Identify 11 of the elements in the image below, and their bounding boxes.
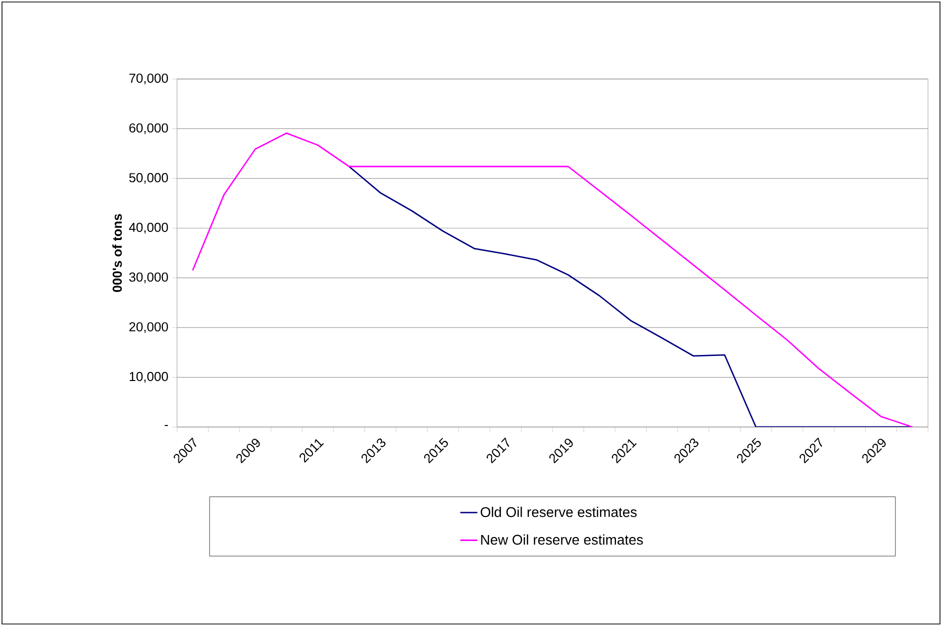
- y-tick-label: 50,000: [129, 173, 168, 184]
- y-tick-label: -: [164, 425, 168, 426]
- y-tick-label: 70,000: [129, 74, 168, 84]
- legend-label: Old Oil reserve estimates: [480, 506, 637, 518]
- y-tick-label: 40,000: [129, 222, 168, 234]
- legend-label: New Oil reserve estimates: [481, 534, 643, 545]
- y-tick-label: 60,000: [129, 123, 168, 134]
- y-tick-label: 20,000: [129, 322, 168, 333]
- y-tick-label: 30,000: [129, 272, 168, 284]
- y-tick-label: 10,000: [130, 372, 168, 383]
- y-axis-title: 000's of tons: [112, 214, 122, 292]
